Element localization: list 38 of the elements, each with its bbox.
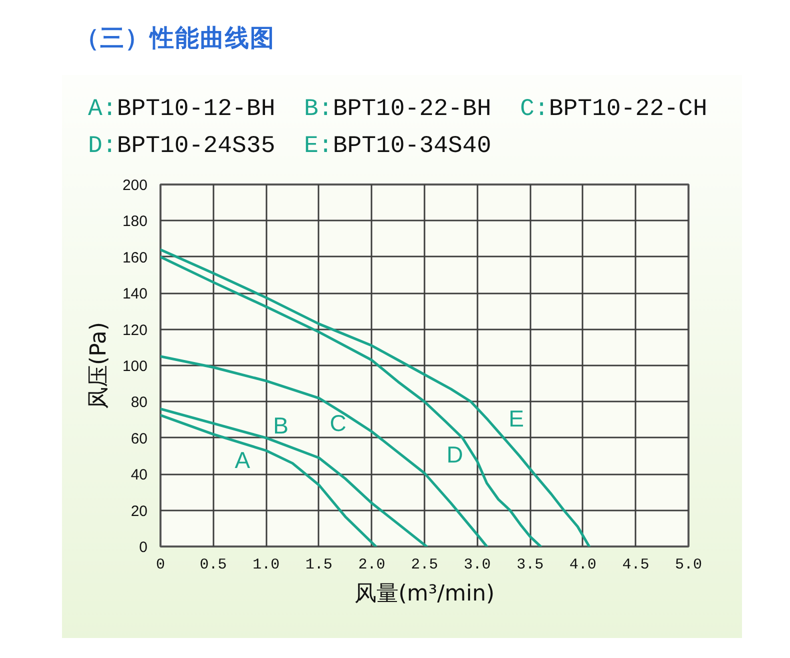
y-tick-label: 180	[122, 213, 148, 230]
series-label: C	[330, 410, 346, 436]
chart-title: （三）性能曲线图	[75, 22, 275, 54]
x-tick-label: 0.5	[200, 556, 227, 574]
x-tick-label: 1.0	[252, 556, 280, 574]
series-label: A	[234, 447, 251, 474]
y-tick-label: 60	[130, 430, 148, 448]
series-label: D	[446, 441, 464, 468]
x-tick-label: 2.0	[358, 556, 386, 574]
x-tick-label: 1.5	[305, 556, 332, 574]
series-label: E	[508, 405, 524, 432]
y-tick-label: 140	[122, 286, 148, 303]
x-tick-label: 4.0	[569, 556, 596, 574]
text: A:BPT10-12-BH	[88, 94, 276, 125]
text: E:BPT10-34S40	[304, 132, 492, 162]
y-tick-label: 200	[122, 177, 148, 194]
text: C:BPT10-22-CH	[520, 94, 708, 125]
line-series	[160, 414, 378, 546]
line-series	[160, 355, 488, 546]
x-axis-title: 风量(m³/min)	[354, 582, 495, 606]
text: D:BPT10-24S35	[88, 132, 276, 162]
y-tick-label: 80	[130, 394, 148, 412]
text: B:BPT10-22-BH	[304, 94, 492, 125]
y-tick-label: 160	[122, 249, 148, 266]
y-tick-label: 100	[122, 358, 148, 375]
line-series	[160, 408, 428, 546]
y-tick-label: 20	[130, 502, 148, 520]
x-tick-label: 3.5	[516, 556, 544, 574]
x-tick-label: 0	[156, 556, 166, 574]
x-tick-label: 2.5	[411, 556, 438, 574]
x-tick-label: 5.0	[675, 556, 702, 574]
x-tick-label: 3.0	[464, 556, 491, 574]
series-label: B	[273, 412, 288, 438]
y-axis-title: 风压(Pa)	[86, 322, 112, 409]
y-tick-label: 120	[122, 322, 148, 339]
y-tick-label: 40	[130, 466, 148, 484]
x-tick-label: 4.5	[622, 556, 650, 574]
y-tick-label: 0	[139, 539, 148, 556]
